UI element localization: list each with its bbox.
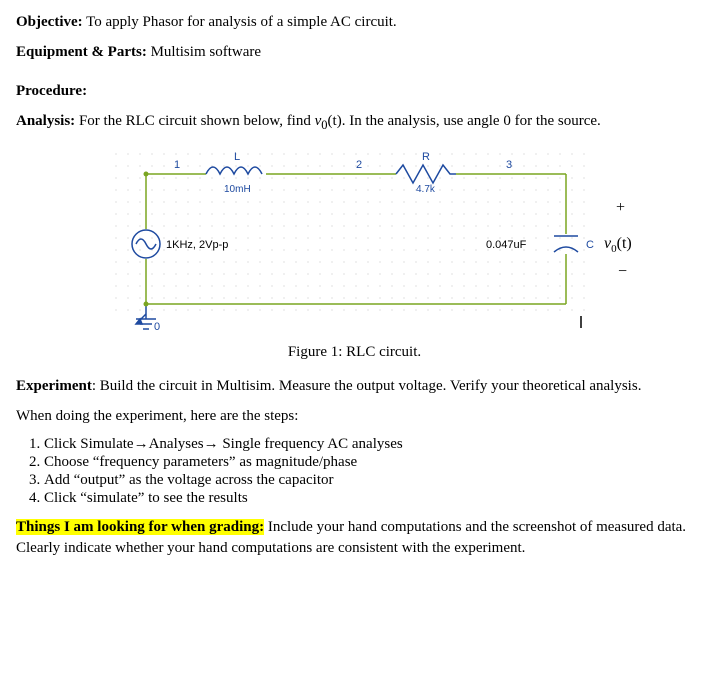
steps-list: Click Simulate→Analyses→ Single frequenc… (16, 436, 693, 507)
experiment-text: : Build the circuit in Multisim. Measure… (92, 378, 642, 394)
step-item: Click Simulate→Analyses→ Single frequenc… (44, 436, 693, 453)
experiment-label: Experiment (16, 378, 92, 394)
procedure-label: Procedure: (16, 83, 87, 99)
node-1-label: 1 (174, 159, 180, 171)
ground-label: 0 (154, 321, 160, 333)
objective-line: Objective: To apply Phasor for analysis … (16, 12, 693, 32)
analysis-label: Analysis: (16, 113, 75, 129)
analysis-vo-t: (t) (328, 113, 342, 129)
step-item: Add “output” as the voltage across the c… (44, 472, 693, 489)
figure-caption: Figure 1: RLC circuit. (16, 342, 693, 362)
node-3-label: 3 (506, 159, 512, 171)
step-item: Click “simulate” to see the results (44, 490, 693, 507)
output-plus: + (616, 199, 625, 216)
output-minus: − (618, 263, 627, 280)
step-item: Choose “frequency parameters” as magnitu… (44, 454, 693, 471)
grading-line: Things I am looking for when grading: In… (16, 517, 693, 558)
output-vo: v0(t) (604, 235, 632, 255)
resistor-label: R (422, 151, 430, 163)
analysis-line: Analysis: For the RLC circuit shown belo… (16, 111, 693, 134)
source-label: 1KHz, 2Vp-p (166, 239, 228, 251)
experiment-line: Experiment: Build the circuit in Multisi… (16, 376, 693, 396)
inductor-label: L (234, 151, 240, 163)
objective-label: Objective: (16, 14, 83, 30)
analysis-text-1: For the RLC circuit shown below, find (75, 113, 314, 129)
objective-text: To apply Phasor for analysis of a simple… (83, 14, 397, 30)
equipment-text: Multisim software (147, 44, 261, 60)
resistor-value: 4.7k (416, 184, 436, 195)
capacitor-value: 0.047uF (486, 239, 527, 251)
inductor-value: 10mH (224, 184, 251, 195)
grading-label: Things I am looking for when grading: (16, 519, 264, 535)
procedure-heading: Procedure: (16, 81, 693, 101)
equipment-line: Equipment & Parts: Multisim software (16, 42, 693, 62)
equipment-label: Equipment & Parts: (16, 44, 147, 60)
circuit-figure: 1 2 3 L 10mH R 4.7k C 0.047uF 1KHz, 2Vp-… (106, 144, 666, 334)
node-2-label: 2 (356, 159, 362, 171)
rlc-circuit-svg: 1 2 3 L 10mH R 4.7k C 0.047uF 1KHz, 2Vp-… (106, 144, 666, 334)
capacitor-label: C (586, 239, 594, 251)
analysis-text-2: . In the analysis, use angle 0 for the s… (342, 113, 601, 129)
steps-intro: When doing the experiment, here are the … (16, 406, 693, 426)
